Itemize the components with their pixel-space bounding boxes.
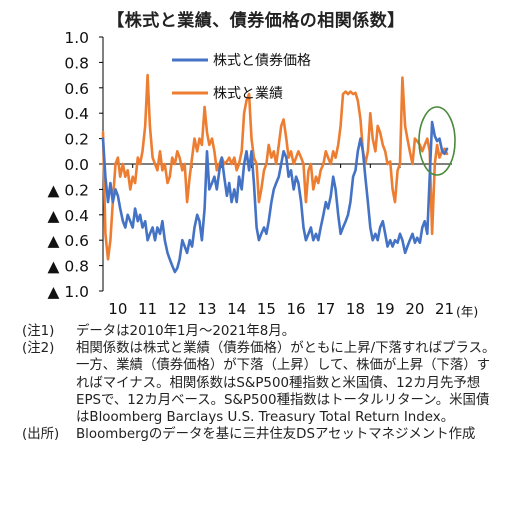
note-source: (出所) Bloombergのデータを基に三井住友DSアセットマネジメント作成 xyxy=(22,426,502,443)
x-tick-label: 10 xyxy=(108,300,127,318)
x-tick-label: 11 xyxy=(138,300,157,318)
series-line-earnings xyxy=(101,73,449,261)
y-tick-label: 0.4 xyxy=(64,105,89,123)
y-tick-label: 0.0 xyxy=(64,156,89,174)
x-tick-label: 19 xyxy=(376,300,395,318)
highlight-ellipse xyxy=(418,106,456,176)
chart-title: 【株式と業績、債券価格の相関係数】 xyxy=(107,11,405,31)
y-tick-label: 0.6 xyxy=(64,80,89,98)
series-layer xyxy=(101,73,449,274)
x-tick-label: 12 xyxy=(168,300,187,318)
y-tick-label: ▲ 1.0 xyxy=(48,283,90,301)
annotation-layer xyxy=(418,106,456,176)
note-label: (注1) xyxy=(22,324,55,339)
note-2: (注2) 相関係数は株式と業績（債券価格）がともに上昇/下落すればプラス。一方、… xyxy=(22,340,502,426)
x-tick-label: 13 xyxy=(197,300,216,318)
note-label: (注2) xyxy=(22,341,55,357)
x-tick-label: 21 xyxy=(435,300,454,318)
legend-label-earnings: 株式と業績 xyxy=(213,86,283,102)
note-text: データは2010年1月～2021年8月。 xyxy=(76,324,296,339)
legend-label-bonds: 株式と債券価格 xyxy=(213,53,311,69)
note-text: Bloombergのデータを基に三井住友DSアセットマネジメント作成 xyxy=(76,427,476,443)
note-label: (出所) xyxy=(22,427,60,443)
y-tick-label: ▲ 0.8 xyxy=(48,258,90,276)
y-tick-label: 1.0 xyxy=(64,29,89,47)
series-line-bonds xyxy=(101,120,449,274)
note-1: (注1) データは2010年1月～2021年8月。 xyxy=(22,323,502,340)
y-tick-label: 0.2 xyxy=(64,131,89,149)
note-text: 相関係数は株式と業績（債券価格）がともに上昇/下落すればプラス。一方、業績（債券… xyxy=(76,341,496,426)
y-tick-label: ▲ 0.6 xyxy=(48,232,90,250)
x-tick-label: 15 xyxy=(257,300,276,318)
y-tick-label: ▲ 0.2 xyxy=(48,181,90,199)
x-axis-unit: (年) xyxy=(456,304,478,319)
x-tick-label: 20 xyxy=(405,300,424,318)
chart: 1.0 0.8 0.6 0.4 0.2 0.0 ▲ 0.2 ▲ 0.4 ▲ 0.6 ▲ 0.8 ▲ … xyxy=(48,29,479,319)
x-tick-label: 16 xyxy=(287,300,306,318)
x-tick-label: 14 xyxy=(227,300,246,318)
x-tick-label: 18 xyxy=(346,300,365,318)
axes: 1.0 0.8 0.6 0.4 0.2 0.0 ▲ 0.2 ▲ 0.4 ▲ 0.6 ▲ 0.8 ▲ … xyxy=(48,29,479,319)
y-tick-label: ▲ 0.4 xyxy=(48,207,90,225)
notes: (注1) データは2010年1月～2021年8月。 (注2) 相関係数は株式と業… xyxy=(22,323,502,443)
x-tick-label: 17 xyxy=(316,300,335,318)
y-tick-label: 0.8 xyxy=(64,54,89,72)
